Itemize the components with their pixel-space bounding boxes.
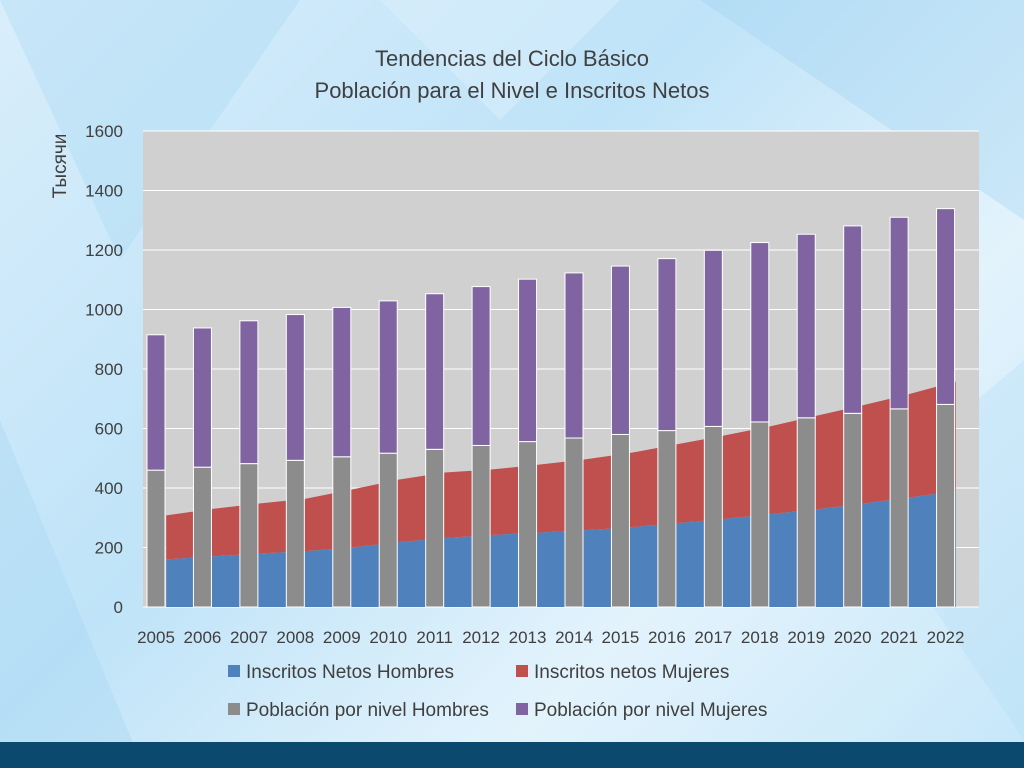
- bar-series-2-2017: [703, 249, 723, 427]
- y-tick-label: 1400: [85, 182, 123, 201]
- x-tick-label: 2015: [602, 628, 640, 647]
- y-axis-label: Тысячи: [50, 134, 71, 199]
- legend-swatch: [228, 702, 240, 715]
- bar-series-1-2010: [378, 452, 398, 608]
- bar-series-2-2020: [843, 225, 863, 414]
- x-tick-label: 2022: [927, 628, 965, 647]
- bar-series-1-2008: [285, 459, 305, 608]
- bar-series-2-2012: [471, 286, 491, 446]
- bar-series-2-2013: [518, 278, 538, 443]
- bar-series-1-2015: [610, 433, 630, 608]
- bar-series-2-2007: [239, 320, 259, 465]
- legend-item-inscritos-mujeres: Inscritos netos Mujeres: [516, 662, 729, 684]
- legend-label: Inscritos netos Mujeres: [534, 662, 730, 683]
- x-tick-label: 2017: [694, 628, 732, 647]
- bar-series-1-2018: [750, 421, 770, 608]
- legend-item-poblacion-hombres: Población por nivel Hombres: [228, 700, 489, 722]
- bar-series-1-2006: [192, 466, 212, 608]
- bar-series-2-2018: [750, 242, 770, 423]
- bar-series-2-2005: [146, 334, 166, 471]
- y-tick-label: 1600: [85, 122, 123, 141]
- legend-item-poblacion-mujeres: Población por nivel Mujeres: [516, 700, 767, 722]
- bar-series-2-2014: [564, 272, 584, 439]
- legend-swatch: [516, 664, 528, 677]
- bar-series-2-2019: [796, 233, 816, 419]
- x-tick-label: 2006: [184, 628, 222, 647]
- chart-title: Tendencias del Ciclo Básico: [375, 46, 649, 71]
- bar-series-1-2005: [146, 469, 166, 608]
- bar-series-2-2021: [889, 216, 909, 410]
- bar-series-1-2007: [239, 463, 259, 608]
- x-tick-label: 2014: [555, 628, 593, 647]
- bar-series-2-2022: [936, 208, 956, 405]
- x-tick-label: 2009: [323, 628, 361, 647]
- bar-series-2-2009: [332, 306, 352, 458]
- legend-swatch: [228, 664, 240, 677]
- bar-series-1-2019: [796, 417, 816, 608]
- legend-item-inscritos-hombres: Inscritos Netos Hombres: [228, 662, 454, 684]
- bar-series-1-2017: [703, 425, 723, 608]
- x-tick-label: 2016: [648, 628, 686, 647]
- y-tick-label: 0: [114, 598, 123, 617]
- x-tick-label: 2010: [369, 628, 407, 647]
- y-tick-label: 200: [95, 539, 123, 558]
- bar-series-2-2006: [192, 327, 212, 468]
- x-tick-label: 2020: [834, 628, 872, 647]
- bar-series-1-2009: [332, 456, 352, 608]
- x-tick-label: 2021: [880, 628, 918, 647]
- legend-swatch: [516, 702, 528, 715]
- y-tick-label: 600: [95, 420, 123, 439]
- bar-series-2-2015: [610, 265, 630, 435]
- legend-label: Población por nivel Hombres: [246, 700, 489, 721]
- y-axis-ticks: 0 200 400 600 800 1000 1200 1400 1600: [85, 122, 123, 617]
- x-tick-label: 2013: [509, 628, 547, 647]
- bar-series-1-2021: [889, 408, 909, 608]
- x-tick-label: 2007: [230, 628, 268, 647]
- x-axis-ticks: 2005 2006 2007 2008 2009 2010 2011 2012 2013 2014…: [137, 628, 964, 647]
- bar-series-2-2008: [285, 314, 305, 461]
- y-tick-label: 800: [95, 360, 123, 379]
- bar-series-group: [146, 208, 956, 608]
- bar-series-2-2011: [425, 293, 445, 450]
- x-tick-label: 2019: [787, 628, 825, 647]
- bar-series-1-2013: [518, 441, 538, 608]
- bar-series-1-2012: [471, 444, 491, 608]
- chart-subtitle: Población para el Nivel e Inscritos Neto…: [314, 78, 710, 103]
- footer-bar: [0, 742, 1024, 768]
- legend-label: Población por nivel Mujeres: [534, 700, 768, 721]
- bar-series-1-2016: [657, 430, 677, 608]
- x-tick-label: 2005: [137, 628, 175, 647]
- y-tick-label: 400: [95, 479, 123, 498]
- bar-series-1-2014: [564, 437, 584, 608]
- bar-series-1-2011: [425, 448, 445, 608]
- x-tick-label: 2018: [741, 628, 779, 647]
- bar-series-2-2010: [378, 300, 398, 454]
- legend-label: Inscritos Netos Hombres: [246, 662, 455, 683]
- x-tick-label: 2008: [276, 628, 314, 647]
- y-tick-label: 1200: [85, 241, 123, 260]
- y-tick-label: 1000: [85, 301, 123, 320]
- bar-series-1-2020: [843, 412, 863, 608]
- x-tick-label: 2012: [462, 628, 500, 647]
- bar-series-1-2022: [936, 403, 956, 608]
- bar-series-2-2016: [657, 258, 677, 432]
- x-tick-label: 2011: [416, 628, 453, 647]
